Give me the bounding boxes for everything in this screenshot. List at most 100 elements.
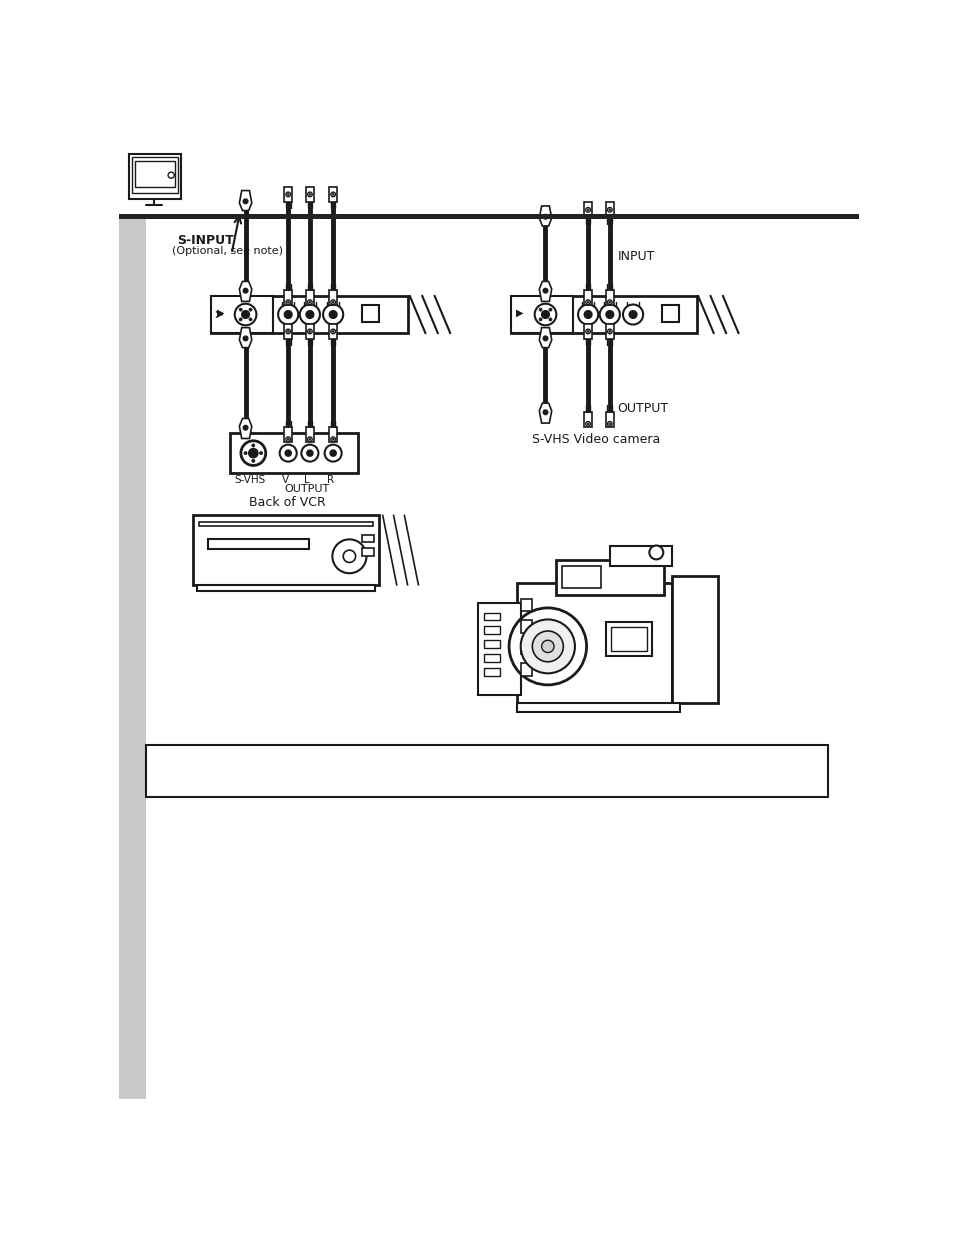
Circle shape	[608, 209, 610, 211]
Bar	[583, 324, 592, 340]
Circle shape	[607, 207, 612, 212]
Circle shape	[331, 437, 335, 442]
Circle shape	[243, 336, 248, 341]
Bar	[484, 655, 499, 662]
Circle shape	[252, 459, 254, 462]
Circle shape	[542, 336, 547, 341]
Circle shape	[249, 317, 252, 321]
Circle shape	[278, 305, 298, 325]
Bar	[329, 324, 336, 340]
Bar	[284, 186, 292, 203]
Circle shape	[605, 311, 613, 319]
Text: S-VHS: S-VHS	[233, 475, 265, 485]
Bar	[284, 290, 292, 305]
Text: S-INPUT: S-INPUT	[177, 235, 233, 247]
Circle shape	[243, 425, 248, 430]
Bar	[193, 515, 378, 585]
Circle shape	[332, 301, 334, 303]
Circle shape	[249, 448, 257, 458]
Polygon shape	[538, 206, 551, 226]
Bar	[510, 296, 572, 333]
Circle shape	[241, 441, 266, 466]
Circle shape	[607, 421, 612, 426]
Circle shape	[323, 305, 343, 325]
Bar	[583, 203, 592, 217]
Circle shape	[307, 450, 313, 456]
Bar	[306, 324, 314, 340]
Bar	[329, 427, 336, 442]
Circle shape	[287, 331, 289, 332]
Circle shape	[252, 443, 254, 447]
Circle shape	[287, 301, 289, 303]
Bar	[199, 521, 373, 526]
Circle shape	[587, 209, 588, 211]
Bar	[605, 324, 613, 340]
Circle shape	[587, 301, 588, 303]
Circle shape	[587, 331, 588, 332]
Circle shape	[542, 288, 547, 293]
Circle shape	[585, 330, 590, 333]
Circle shape	[307, 300, 312, 305]
Circle shape	[241, 311, 249, 319]
Circle shape	[287, 438, 289, 440]
Bar	[306, 427, 314, 442]
Bar	[484, 668, 499, 676]
Bar	[605, 290, 613, 305]
Bar	[484, 613, 499, 620]
Polygon shape	[239, 327, 252, 347]
Bar	[306, 290, 314, 305]
Circle shape	[285, 450, 291, 456]
Bar	[134, 161, 174, 186]
Polygon shape	[239, 282, 252, 301]
Text: OUTPUT: OUTPUT	[617, 403, 668, 415]
Text: V: V	[282, 475, 289, 485]
Circle shape	[332, 540, 366, 573]
Bar	[329, 186, 336, 203]
Bar	[609, 546, 671, 566]
Circle shape	[243, 199, 248, 204]
Circle shape	[538, 308, 541, 311]
Circle shape	[249, 308, 252, 311]
Bar	[284, 427, 292, 442]
Circle shape	[541, 311, 549, 319]
Circle shape	[329, 311, 336, 319]
Bar	[306, 186, 314, 203]
Circle shape	[331, 300, 335, 305]
Circle shape	[622, 305, 642, 325]
Polygon shape	[538, 403, 551, 424]
Bar	[361, 305, 378, 322]
Circle shape	[330, 450, 335, 456]
Circle shape	[599, 305, 619, 325]
Bar	[230, 433, 357, 473]
Circle shape	[343, 550, 355, 562]
Polygon shape	[538, 282, 551, 301]
Circle shape	[306, 311, 314, 319]
Circle shape	[607, 330, 612, 333]
Circle shape	[168, 172, 174, 178]
Text: OUTPUT: OUTPUT	[284, 484, 329, 494]
Circle shape	[509, 608, 586, 685]
Circle shape	[608, 301, 610, 303]
Circle shape	[608, 422, 610, 425]
Bar	[211, 296, 408, 333]
Circle shape	[309, 438, 311, 440]
Bar	[119, 219, 146, 1099]
Circle shape	[286, 330, 291, 333]
Bar	[196, 585, 375, 592]
Bar	[555, 561, 663, 595]
Text: ▶: ▶	[216, 308, 224, 317]
Circle shape	[244, 452, 247, 454]
Bar	[329, 290, 336, 305]
Bar	[146, 745, 827, 798]
Circle shape	[608, 331, 610, 332]
Circle shape	[234, 304, 256, 325]
Bar	[661, 305, 679, 322]
Circle shape	[578, 305, 598, 325]
Circle shape	[332, 331, 334, 332]
Circle shape	[287, 194, 289, 195]
Bar	[611, 627, 646, 651]
Text: Back of VCR: Back of VCR	[249, 496, 326, 509]
Text: (Optional, see note): (Optional, see note)	[172, 246, 283, 256]
Circle shape	[286, 437, 291, 442]
Circle shape	[541, 640, 554, 652]
